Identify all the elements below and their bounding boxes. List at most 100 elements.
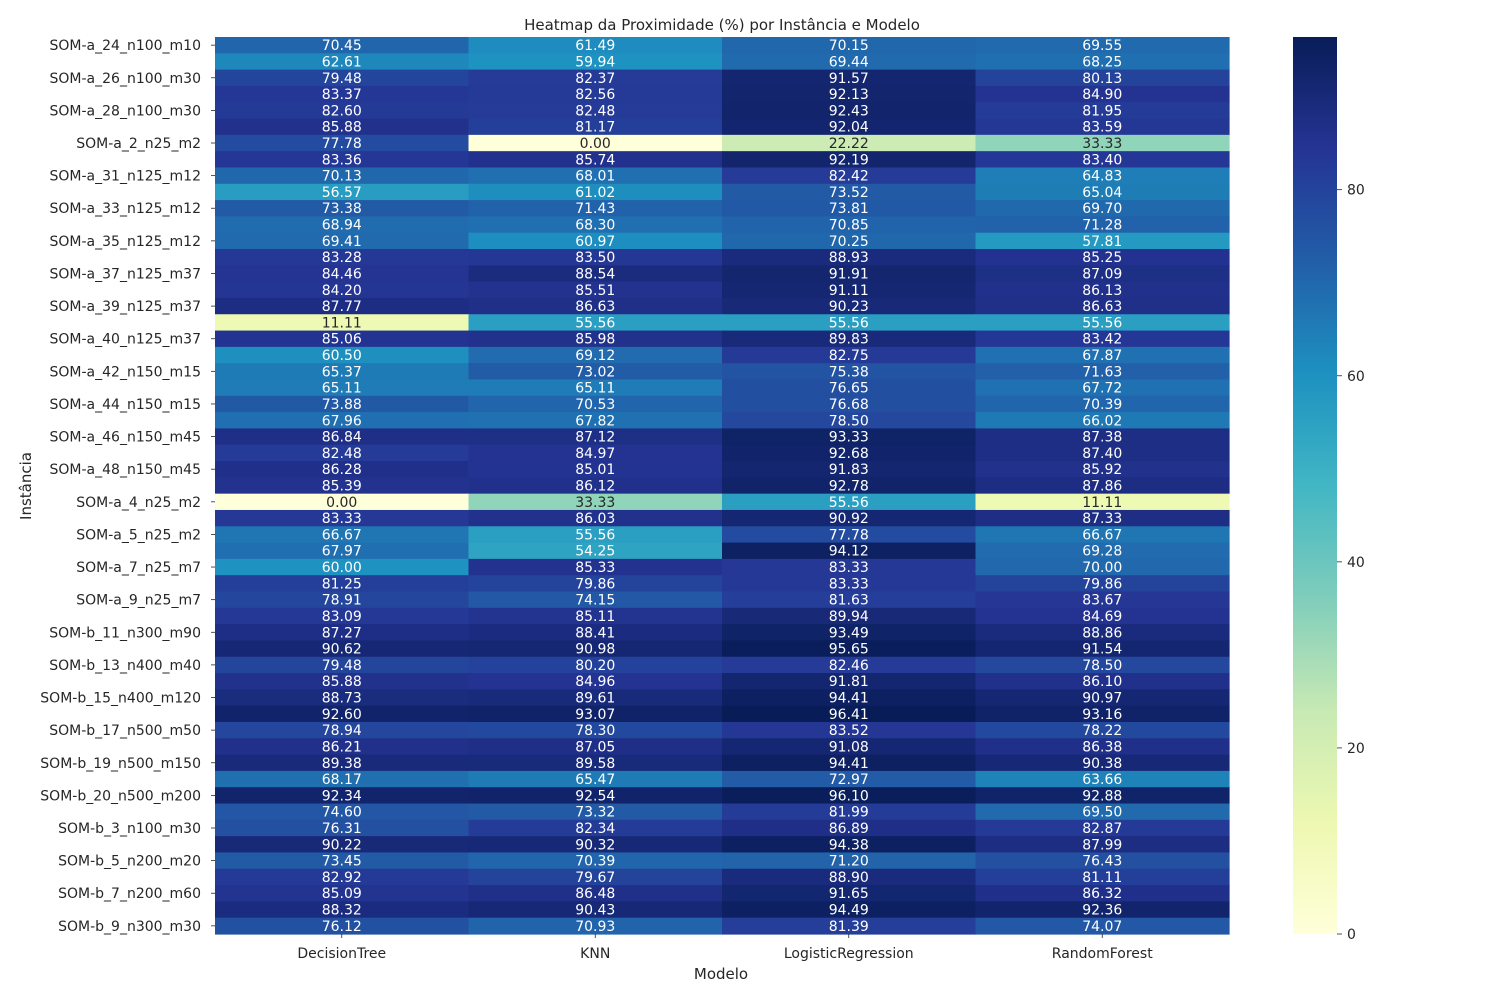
cell-value-label: 82.56 bbox=[575, 87, 615, 103]
heatmap-cell bbox=[468, 249, 723, 266]
cell-value-label: 79.48 bbox=[322, 71, 362, 87]
heatmap-cell bbox=[215, 461, 470, 478]
cell-value-label: 80.20 bbox=[575, 658, 615, 674]
heatmap-cell bbox=[975, 134, 1230, 152]
cell-value-label: 84.90 bbox=[1082, 87, 1122, 103]
heatmap-cell bbox=[975, 673, 1230, 690]
cell-value-label: 73.38 bbox=[322, 201, 362, 217]
cell-value-label: 85.33 bbox=[575, 560, 615, 576]
cell-value-label: 33.33 bbox=[1082, 136, 1122, 152]
cell-value-label: 96.41 bbox=[829, 707, 869, 723]
heatmap-cell bbox=[215, 249, 470, 266]
cell-value-label: 61.02 bbox=[575, 185, 615, 201]
cell-value-label: 73.32 bbox=[575, 805, 615, 821]
row-tick-label: SOM-a_5_n25_m2 bbox=[76, 527, 201, 543]
heatmap-cell bbox=[468, 363, 723, 381]
heatmap-cell bbox=[722, 754, 977, 772]
row-tick-label: SOM-b_3_n100_m30 bbox=[58, 821, 201, 837]
cell-value-label: 91.81 bbox=[829, 674, 869, 690]
cell-value-label: 86.28 bbox=[322, 462, 362, 478]
heatmap-cell bbox=[215, 819, 470, 837]
heatmap-cell bbox=[215, 738, 470, 756]
heatmap-cell bbox=[975, 53, 1230, 71]
row-tick-label: SOM-b_5_n200_m20 bbox=[58, 854, 201, 870]
heatmap-cell bbox=[722, 640, 977, 658]
cell-value-label: 87.38 bbox=[1082, 430, 1122, 446]
heatmap-cell bbox=[975, 917, 1230, 935]
cell-value-label: 86.13 bbox=[1082, 283, 1122, 299]
row-tick-label: SOM-a_40_n125_m37 bbox=[50, 332, 201, 348]
heatmap-cell bbox=[722, 412, 977, 430]
heatmap-cell bbox=[722, 673, 977, 690]
cell-value-label: 66.67 bbox=[1082, 527, 1122, 543]
heatmap-cell bbox=[722, 151, 977, 169]
heatmap-cell bbox=[975, 868, 1230, 886]
cell-value-label: 82.42 bbox=[829, 169, 869, 185]
cell-value-label: 60.97 bbox=[575, 234, 615, 250]
heatmap-cell bbox=[975, 477, 1230, 495]
heatmap-cell bbox=[468, 346, 723, 364]
heatmap-cell bbox=[215, 363, 470, 381]
cell-value-label: 86.32 bbox=[1082, 886, 1122, 902]
cell-value-label: 73.02 bbox=[575, 364, 615, 380]
chart-title: Heatmap da Proximidade (%) por Instância… bbox=[524, 16, 920, 34]
cell-value-label: 83.40 bbox=[1082, 152, 1122, 168]
cell-value-label: 79.86 bbox=[1082, 576, 1122, 592]
heatmap-cell bbox=[468, 379, 723, 397]
cell-value-label: 0.00 bbox=[580, 136, 611, 152]
heatmap-cell bbox=[722, 721, 977, 739]
heatmap-cell bbox=[468, 721, 723, 739]
cell-value-label: 83.50 bbox=[575, 250, 615, 266]
cell-value-label: 93.16 bbox=[1082, 707, 1122, 723]
heatmap-cell bbox=[215, 232, 470, 250]
row-tick-label: SOM-a_2_n25_m2 bbox=[76, 136, 201, 152]
cell-value-label: 90.23 bbox=[829, 299, 869, 315]
cell-value-label: 83.33 bbox=[829, 576, 869, 592]
heatmap-cell bbox=[468, 770, 723, 788]
heatmap-cell bbox=[975, 249, 1230, 266]
cell-value-label: 86.21 bbox=[322, 739, 362, 755]
row-tick-label: SOM-b_17_n500_m50 bbox=[49, 723, 201, 739]
cell-value-label: 79.67 bbox=[575, 870, 615, 886]
heatmap-cell bbox=[215, 346, 470, 364]
cell-value-label: 68.30 bbox=[575, 218, 615, 234]
cell-value-label: 81.11 bbox=[1082, 870, 1122, 886]
cell-value-label: 71.63 bbox=[1082, 364, 1122, 380]
cell-value-label: 82.92 bbox=[322, 870, 362, 886]
heatmap-cell bbox=[975, 787, 1230, 805]
heatmap-cell bbox=[722, 493, 977, 511]
cell-value-label: 67.97 bbox=[322, 544, 362, 560]
cell-value-label: 70.25 bbox=[829, 234, 869, 250]
cell-value-label: 82.34 bbox=[575, 821, 615, 837]
cell-value-label: 88.32 bbox=[322, 903, 362, 919]
cell-value-label: 76.68 bbox=[829, 397, 869, 413]
cell-value-label: 86.10 bbox=[1082, 674, 1122, 690]
cell-value-label: 84.97 bbox=[575, 446, 615, 462]
heatmap-cell bbox=[468, 477, 723, 495]
heatmap-cell bbox=[722, 738, 977, 756]
cell-value-label: 88.90 bbox=[829, 870, 869, 886]
heatmap-cell bbox=[975, 705, 1230, 723]
heatmap-cell bbox=[215, 395, 470, 413]
heatmap-cell bbox=[975, 591, 1230, 609]
cell-value-label: 87.33 bbox=[1082, 511, 1122, 527]
heatmap-cell bbox=[468, 167, 723, 185]
cell-value-label: 92.36 bbox=[1082, 903, 1122, 919]
heatmap-cell bbox=[722, 232, 977, 250]
cell-value-label: 0.00 bbox=[326, 495, 357, 511]
heatmap-cell bbox=[215, 167, 470, 185]
cell-value-label: 90.22 bbox=[322, 837, 362, 853]
column-tick-label: LogisticRegression bbox=[784, 946, 914, 962]
heatmap-cell bbox=[215, 689, 470, 707]
cell-value-label: 88.86 bbox=[1082, 625, 1122, 641]
heatmap-cell bbox=[722, 216, 977, 234]
heatmap-cell bbox=[468, 102, 723, 120]
cell-value-label: 94.49 bbox=[829, 903, 869, 919]
heatmap-cell bbox=[468, 754, 723, 772]
heatmap-cell bbox=[468, 281, 723, 299]
heatmap-cell bbox=[215, 314, 470, 332]
cell-value-label: 85.88 bbox=[322, 120, 362, 136]
cell-value-label: 81.25 bbox=[322, 576, 362, 592]
heatmap-cell bbox=[468, 868, 723, 886]
heatmap-cell bbox=[975, 803, 1230, 821]
